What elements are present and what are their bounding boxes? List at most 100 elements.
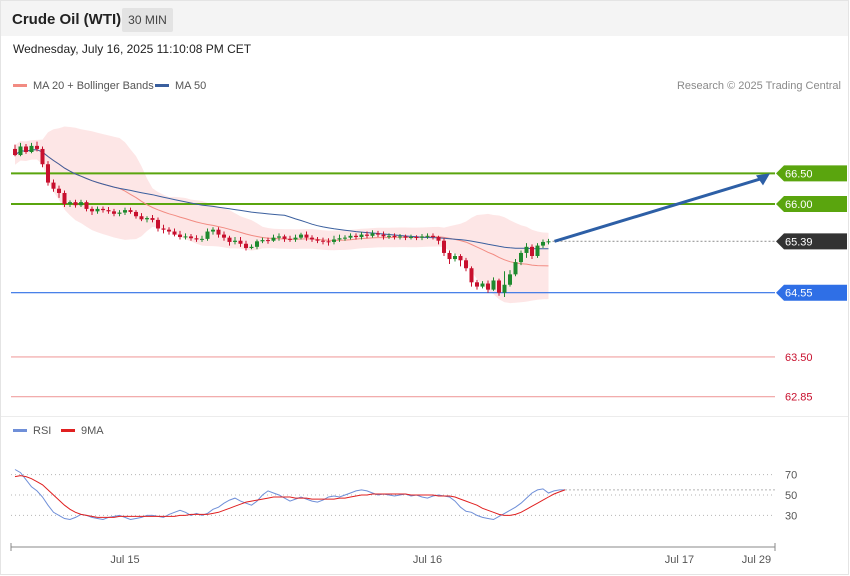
candle-body-23 <box>139 216 144 220</box>
level-label-1: 66.00 <box>785 199 813 211</box>
candle-body-43 <box>249 246 254 249</box>
legend-rsi-ma: 9MA <box>61 425 104 437</box>
candle-body-41 <box>238 240 243 244</box>
candle-body-20 <box>123 210 127 213</box>
candle-body-46 <box>266 240 270 242</box>
candle-body-4 <box>35 145 39 149</box>
candle-body-84 <box>475 282 479 287</box>
candle-body-12 <box>79 202 83 206</box>
candle-body-55 <box>315 239 320 241</box>
level-label-2: 65.39 <box>785 236 813 248</box>
candle-body-13 <box>84 202 89 209</box>
candle-body-26 <box>156 219 160 229</box>
candle-body-96 <box>541 241 545 246</box>
projection-arrow <box>554 173 770 243</box>
candle-body-14 <box>90 208 94 212</box>
x-tick-label-3: Jul 29 <box>742 554 771 566</box>
ma50-label: MA 50 <box>175 80 207 92</box>
x-tick-label-2: Jul 17 <box>665 554 694 566</box>
candle-body-83 <box>469 268 474 283</box>
rsi-line <box>14 469 565 521</box>
candle-body-8 <box>57 188 61 193</box>
ma20-swatch <box>13 83 27 87</box>
candle-body-3 <box>29 145 34 152</box>
candle-body-73 <box>414 237 419 239</box>
candle-body-40 <box>233 240 237 242</box>
candle-body-90 <box>508 274 512 285</box>
candle-body-36 <box>211 229 215 232</box>
candle-body-24 <box>145 218 149 220</box>
candle-body-34 <box>200 238 204 240</box>
candle-body-28 <box>167 229 171 232</box>
candle-body-66 <box>376 233 380 235</box>
candles <box>13 141 551 297</box>
legend-rsi: RSI <box>13 425 51 437</box>
rsi-label: RSI <box>33 425 52 437</box>
timeframe-badge[interactable]: 30 MIN <box>122 8 173 32</box>
candle-body-63 <box>359 234 364 238</box>
candle-body-92 <box>519 252 523 263</box>
moving-averages <box>14 149 549 267</box>
candle-body-76 <box>431 235 435 238</box>
candle-body-10 <box>68 202 72 204</box>
candle-body-35 <box>205 231 210 239</box>
candle-body-86 <box>486 283 490 290</box>
candle-body-37 <box>216 229 221 235</box>
level-tag-3 <box>776 284 847 301</box>
candle-body-1 <box>18 146 23 156</box>
candle-body-82 <box>464 260 468 269</box>
level-label-5: 62.85 <box>785 392 813 404</box>
ma50-swatch <box>155 83 169 87</box>
candle-body-70 <box>398 236 402 238</box>
candle-body-75 <box>425 235 430 237</box>
candle-body-61 <box>348 235 353 238</box>
candle-body-87 <box>491 280 496 290</box>
candle-body-79 <box>447 252 452 260</box>
time-axis: Jul 15 Jul 16 Jul 17 Jul 29 <box>10 543 776 566</box>
candle-body-47 <box>271 237 276 241</box>
candle-body-38 <box>222 234 226 238</box>
rsi-ma-swatch <box>61 428 75 432</box>
rsi-swatch <box>13 428 27 432</box>
candle-body-78 <box>442 240 446 253</box>
pane-separator <box>1 416 848 417</box>
candle-body-85 <box>480 283 485 287</box>
candle-body-49 <box>282 236 287 239</box>
candle-body-21 <box>128 210 133 212</box>
candle-body-25 <box>150 218 155 220</box>
candle-body-52 <box>299 234 303 238</box>
candle-body-2 <box>24 146 28 152</box>
candle-body-80 <box>453 256 457 260</box>
candle-body-71 <box>403 236 408 238</box>
level-tag-1 <box>776 196 847 212</box>
candle-body-74 <box>420 236 424 238</box>
level-tag-0 <box>776 165 847 182</box>
instrument-title: Crude Oil (WTI) <box>12 11 122 28</box>
candle-body-97 <box>546 241 551 243</box>
candle-body-45 <box>260 240 265 242</box>
candle-body-42 <box>244 243 248 249</box>
level-labels: 66.50 66.00 65.39 64.55 63.50 62.85 <box>776 165 847 404</box>
candle-body-59 <box>337 238 342 240</box>
candle-body-9 <box>62 192 67 204</box>
legend-ma50: MA 50 <box>155 80 206 92</box>
candle-body-16 <box>101 208 105 211</box>
level-label-4: 63.50 <box>785 352 813 364</box>
candle-body-6 <box>46 164 50 183</box>
level-tag-2 <box>776 233 847 250</box>
candle-body-0 <box>13 148 17 156</box>
candle-body-44 <box>255 241 259 247</box>
x-tick-label-0: Jul 15 <box>110 554 139 566</box>
candle-body-29 <box>172 231 177 235</box>
rsi-pane: 70 50 30 <box>11 469 797 522</box>
x-tick-label-1: Jul 16 <box>413 554 442 566</box>
candle-body-39 <box>227 237 232 242</box>
rsi-ma-line <box>14 475 566 518</box>
rsi-tick-50: 50 <box>785 490 797 502</box>
candle-body-50 <box>288 238 292 240</box>
candle-body-54 <box>310 237 314 240</box>
candle-body-94 <box>530 246 534 256</box>
candle-body-60 <box>343 237 347 239</box>
